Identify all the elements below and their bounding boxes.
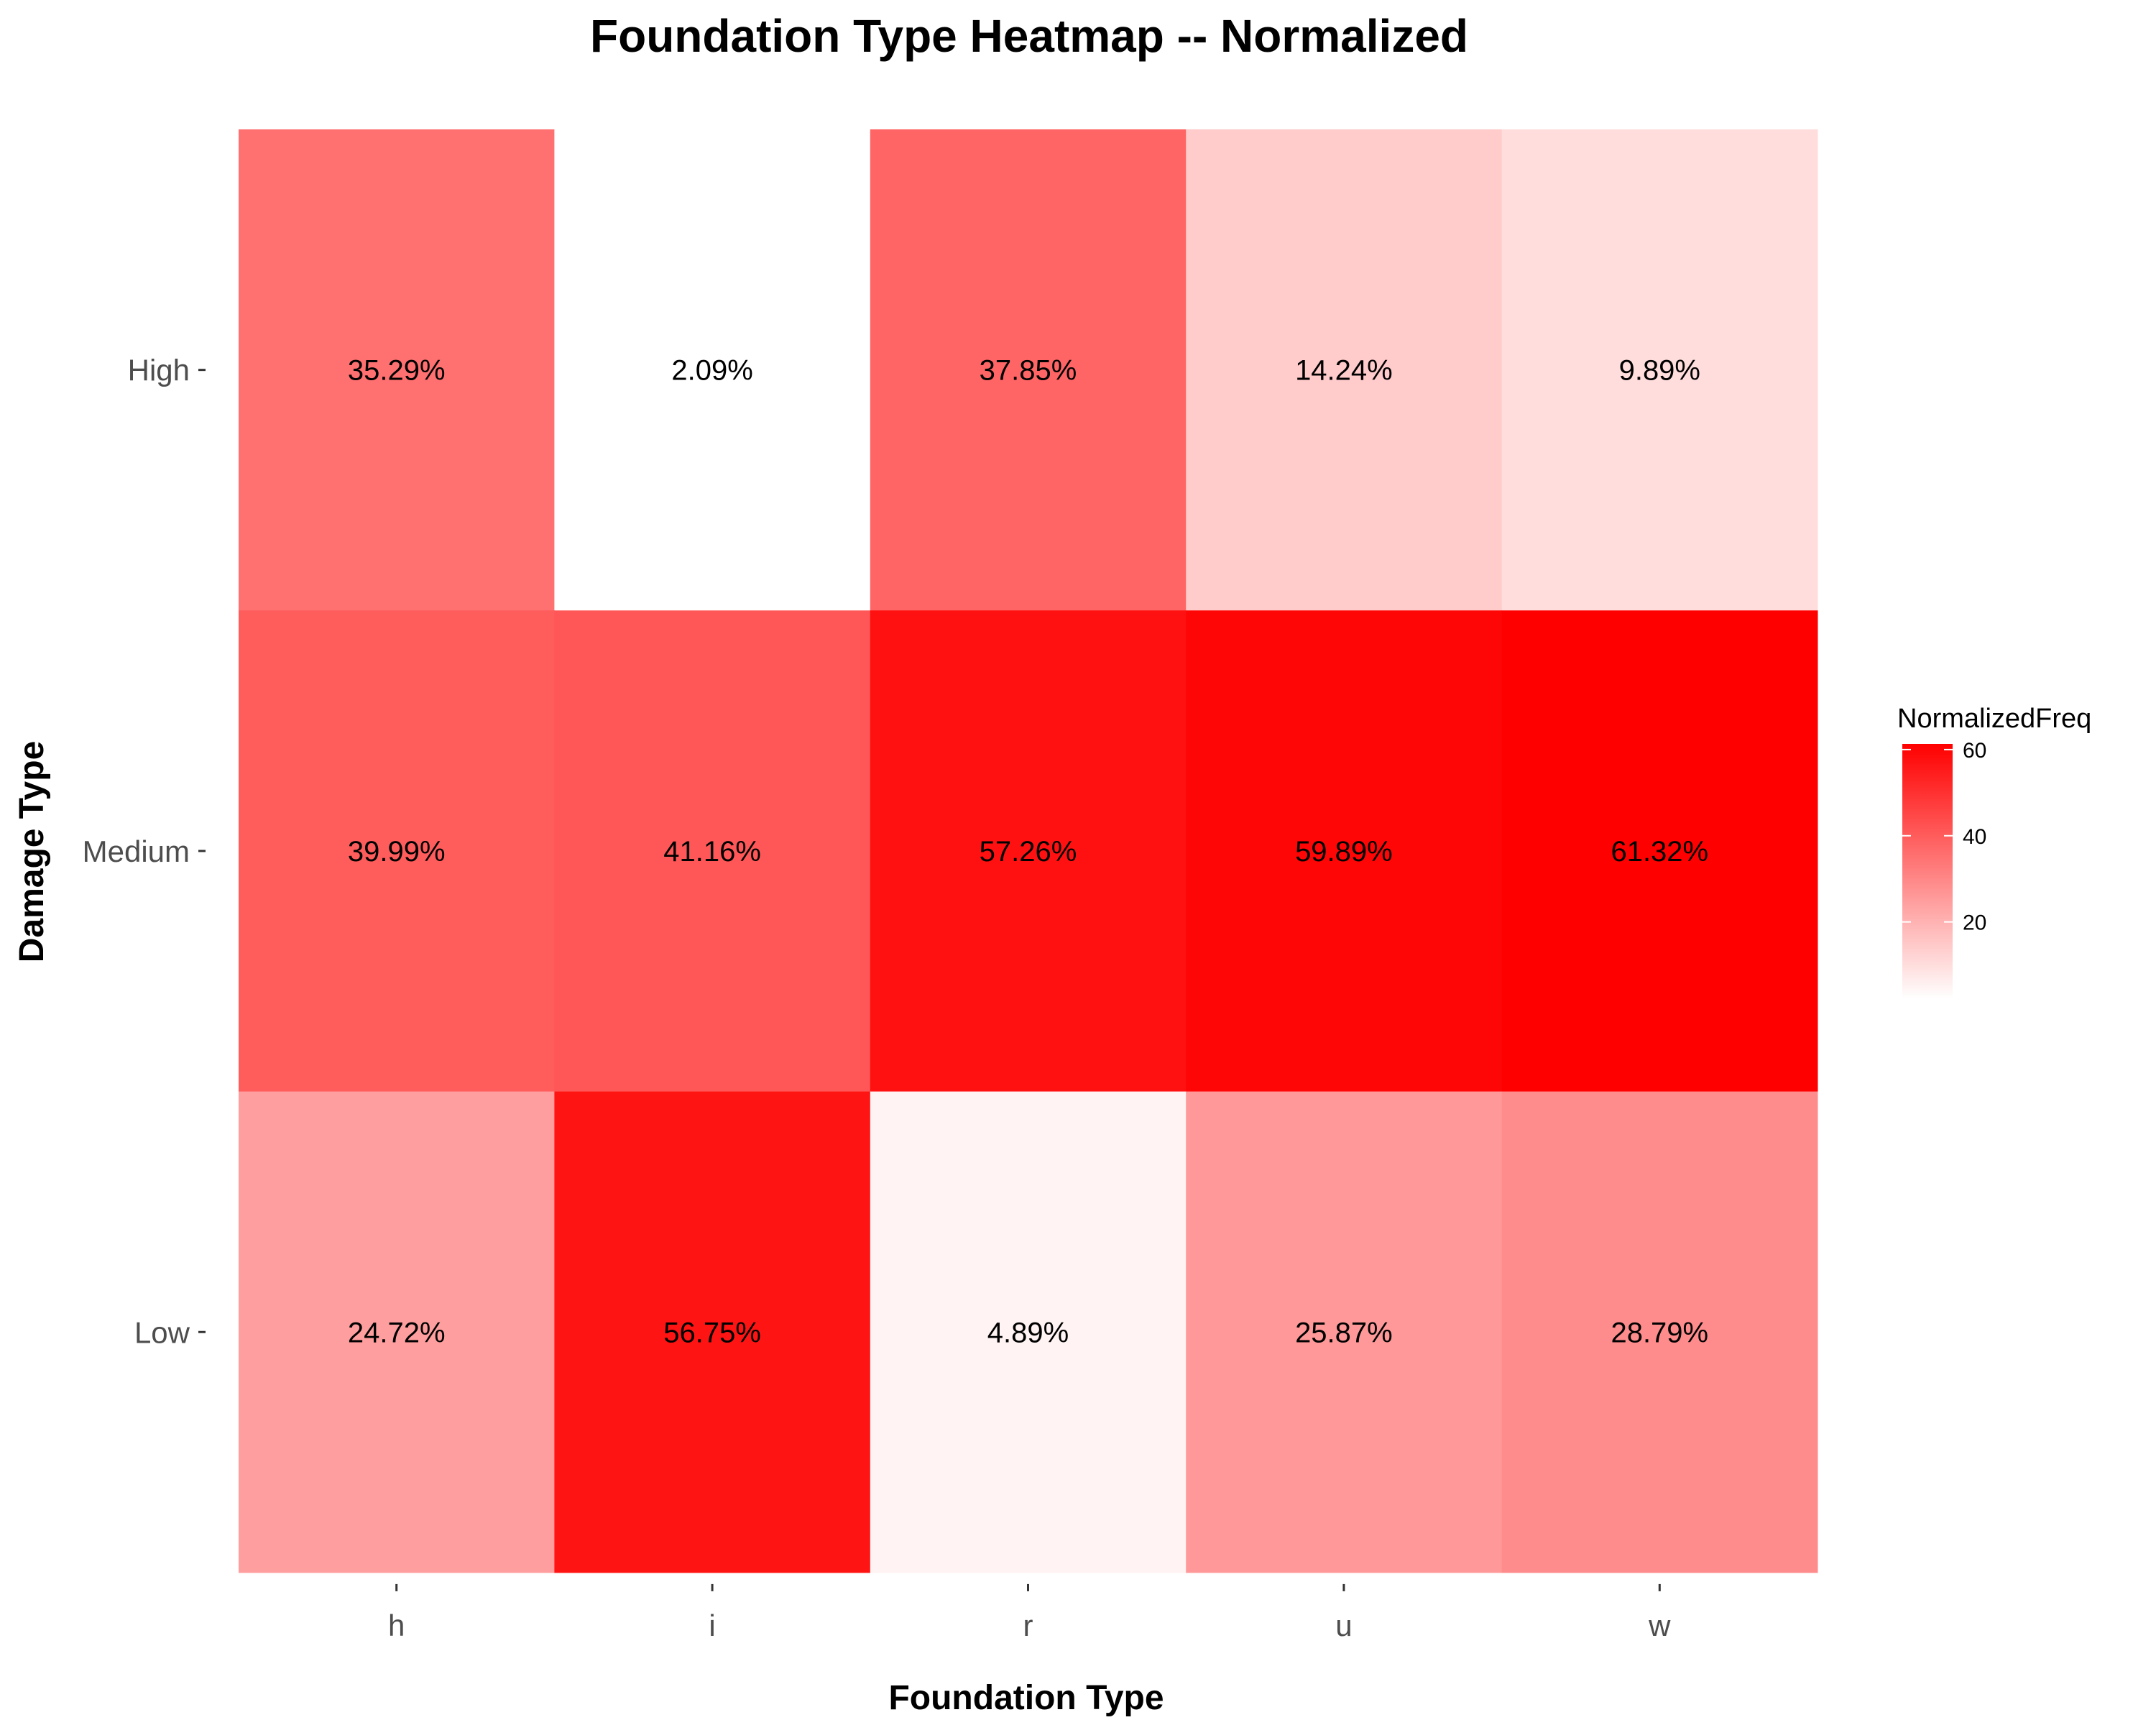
cell-value-label: 14.24%: [1295, 355, 1393, 387]
cell-value-label: 57.26%: [980, 836, 1077, 868]
x-tick-label: u: [1335, 1609, 1352, 1642]
legend-tick-label: 60: [1963, 739, 1986, 763]
heatmap-cell: [239, 129, 555, 611]
cell-value-label: 41.16%: [663, 836, 761, 868]
heatmap-cell: [554, 1091, 871, 1573]
x-tick-label: w: [1648, 1609, 1671, 1642]
cell-value-label: 25.87%: [1295, 1317, 1393, 1348]
heatmap-cell-labels: 35.29% 2.09% 37.85% 14.24% 9.89% 39.99% 41.16%…: [348, 355, 1708, 1349]
heatmap-cell: [870, 129, 1187, 611]
heatmap-cell: [239, 1091, 555, 1573]
heatmap-cell: [1186, 129, 1503, 611]
cell-value-label: 35.29%: [348, 355, 446, 387]
cell-value-label: 9.89%: [1619, 355, 1700, 387]
cell-value-label: 37.85%: [980, 355, 1077, 387]
heatmap-cell: [1501, 1091, 1818, 1573]
legend-colorbar: [1902, 744, 1953, 999]
legend-title: NormalizedFreq: [1897, 704, 2091, 734]
cell-value-label: 56.75%: [663, 1317, 761, 1348]
color-legend: NormalizedFreq 20 40 60: [1897, 704, 2091, 999]
cell-value-label: 28.79%: [1611, 1317, 1708, 1348]
heatmap-cell: [239, 610, 555, 1092]
heatmap-cell: [1186, 1091, 1503, 1573]
x-tick-label: r: [1023, 1609, 1033, 1642]
heatmap-cell: [870, 1091, 1187, 1573]
heatmap-cell: [870, 610, 1187, 1092]
y-axis: High Medium Low: [83, 354, 206, 1349]
x-axis-title: Foundation Type: [888, 1679, 1164, 1717]
y-axis-title: Damage Type: [13, 741, 51, 963]
x-tick-label: i: [709, 1609, 715, 1642]
cell-value-label: 61.32%: [1611, 836, 1708, 868]
cell-value-label: 2.09%: [671, 355, 752, 387]
cell-value-label: 59.89%: [1295, 836, 1393, 868]
cell-value-label: 4.89%: [987, 1317, 1069, 1348]
legend-tick-label: 20: [1963, 911, 1986, 935]
heatmap-cell: [1501, 610, 1818, 1092]
y-tick-label: High: [128, 354, 190, 387]
heatmap-cell: [1501, 129, 1818, 611]
x-tick-label: h: [388, 1609, 405, 1642]
cell-value-label: 39.99%: [348, 836, 446, 868]
heatmap-cell: [1186, 610, 1503, 1092]
cell-value-label: 24.72%: [348, 1317, 446, 1348]
heatmap-cells: [239, 129, 1818, 1573]
heatmap-cell: [554, 129, 871, 611]
heatmap-cell: [554, 610, 871, 1092]
chart-title: Foundation Type Heatmap -- Normalized: [590, 10, 1468, 62]
legend-tick-label: 40: [1963, 825, 1986, 849]
y-tick-label: Low: [134, 1315, 190, 1349]
y-tick-label: Medium: [83, 834, 190, 868]
